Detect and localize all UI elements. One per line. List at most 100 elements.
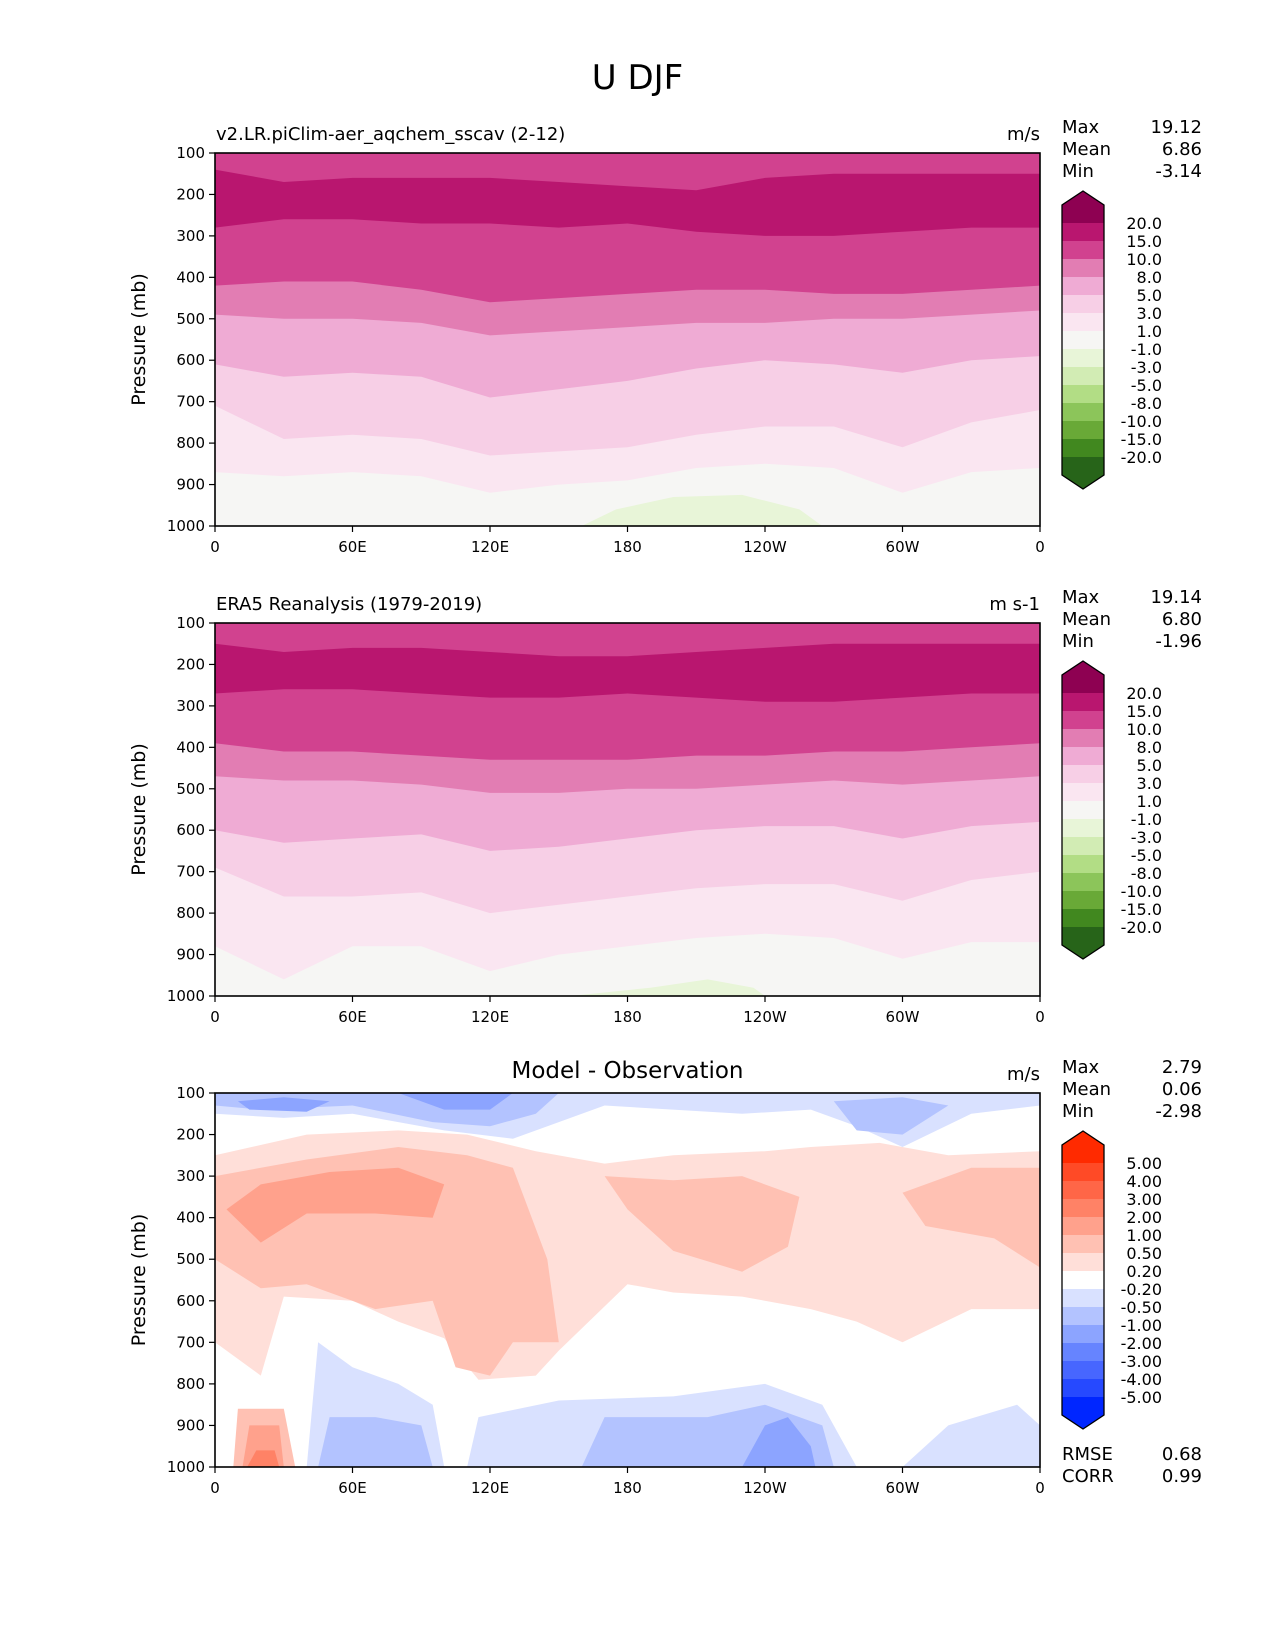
y-tick-label: 200	[176, 1126, 205, 1144]
colorbar-label: -3.0	[1131, 358, 1162, 377]
colorbar-outline	[1061, 190, 1105, 490]
panel3-title: Model - Observation	[511, 1058, 744, 1084]
y-tick-label: 500	[176, 780, 205, 798]
y-tick-label: 900	[176, 476, 205, 494]
panel1-title: v2.LR.piClim-aer_aqchem_sscav (2-12)	[216, 124, 566, 145]
colorbar-segment	[1062, 1379, 1104, 1398]
y-tick-label: 500	[176, 310, 205, 328]
colorbar-segment	[1062, 873, 1104, 892]
y-tick-label: 300	[176, 227, 205, 245]
colorbar-segment	[1062, 1163, 1104, 1182]
panel2-stats: Max 19.14 Mean 6.80 Min -1.96	[1062, 587, 1202, 652]
panel2-max: 19.14	[1150, 587, 1202, 608]
contour-region	[902, 1167, 1040, 1268]
colorbar-segment	[1062, 367, 1104, 386]
contour-region	[318, 1417, 433, 1467]
colorbar-label: 8.0	[1137, 738, 1162, 757]
panel1-colorbar: 20.015.010.08.05.03.01.0-1.0-3.0-5.0-8.0…	[1061, 190, 1162, 490]
colorbar-segment	[1062, 1271, 1104, 1290]
contour-region	[398, 1093, 513, 1110]
colorbar-label: -20.0	[1121, 448, 1162, 467]
contour-region	[604, 1176, 800, 1272]
y-tick-label: 100	[176, 1084, 205, 1102]
colorbar-label: -0.50	[1121, 1298, 1162, 1317]
y-tick-label: 300	[176, 1167, 205, 1185]
y-tick-label: 1000	[167, 987, 205, 1005]
colorbar-label: -2.00	[1121, 1334, 1162, 1353]
colorbar-extend-min	[1062, 457, 1104, 489]
colorbar-segment	[1062, 439, 1104, 458]
y-tick-label: 700	[176, 863, 205, 881]
panel2-mean: 6.80	[1161, 609, 1202, 630]
colorbar-segment	[1062, 1343, 1104, 1362]
colorbar-label: 3.0	[1137, 774, 1162, 793]
y-tick-label: 700	[176, 1333, 205, 1351]
colorbar-outline	[1061, 1130, 1105, 1430]
y-tick-label: 800	[176, 904, 205, 922]
colorbar-segment	[1062, 837, 1104, 856]
panel3-stats: Max 2.79 Mean 0.06 Min -2.98	[1062, 1057, 1202, 1122]
colorbar-segment	[1062, 1217, 1104, 1236]
panel3-max: 2.79	[1161, 1057, 1202, 1078]
colorbar-segment	[1062, 1325, 1104, 1344]
colorbar-label: -5.00	[1121, 1388, 1162, 1407]
colorbar-label: -0.20	[1121, 1280, 1162, 1299]
contour-region	[902, 1404, 1040, 1467]
colorbar-segment	[1062, 1307, 1104, 1326]
colorbar-extend-max	[1062, 661, 1104, 693]
y-tick-label: 100	[176, 144, 205, 162]
colorbar-label: 10.0	[1126, 720, 1162, 739]
colorbar-label: -20.0	[1121, 918, 1162, 937]
x-tick-label: 60E	[338, 538, 367, 556]
colorbar-label: 5.0	[1137, 286, 1162, 305]
colorbar-label: 10.0	[1126, 250, 1162, 269]
colorbar-label: -15.0	[1121, 430, 1162, 449]
panel2-min: -1.96	[1155, 631, 1202, 652]
x-tick-label: 60W	[886, 1479, 920, 1497]
colorbar-segment	[1062, 313, 1104, 332]
colorbar-segment	[1062, 259, 1104, 278]
colorbar-label: 3.0	[1137, 304, 1162, 323]
colorbar-segment	[1062, 241, 1104, 260]
y-tick-label: 200	[176, 655, 205, 673]
colorbar-segment	[1062, 277, 1104, 296]
colorbar-label: 20.0	[1126, 684, 1162, 703]
x-tick-label: 120E	[471, 538, 509, 556]
contour-band-negative	[570, 979, 765, 996]
colorbar-label: -10.0	[1121, 882, 1162, 901]
colorbar-segment	[1062, 385, 1104, 404]
colorbar-label: -3.00	[1121, 1352, 1162, 1371]
colorbar-label: 20.0	[1126, 214, 1162, 233]
colorbar-label: -10.0	[1121, 412, 1162, 431]
contour-band-upper-10	[215, 623, 1040, 657]
colorbar-label: 0.20	[1126, 1262, 1162, 1281]
panel2-title: ERA5 Reanalysis (1979-2019)	[216, 594, 483, 615]
colorbar-segment	[1062, 909, 1104, 928]
panel2-colorbar: 20.015.010.08.05.03.01.0-1.0-3.0-5.0-8.0…	[1061, 660, 1162, 960]
y-tick-label: 400	[176, 1209, 205, 1227]
colorbar-label: -5.0	[1131, 376, 1162, 395]
colorbar-label: 8.0	[1137, 268, 1162, 287]
x-tick-label: 120W	[743, 538, 787, 556]
colorbar-segment	[1062, 819, 1104, 838]
x-tick-label: 180	[613, 1479, 642, 1497]
x-tick-label: 120E	[471, 1479, 509, 1497]
x-tick-label: 180	[613, 538, 642, 556]
colorbar-label: 15.0	[1126, 702, 1162, 721]
colorbar-label: -8.0	[1131, 394, 1162, 413]
colorbar-extend-min	[1062, 927, 1104, 959]
panel3-mean: 0.06	[1161, 1079, 1202, 1100]
contour-band-upper-10	[215, 153, 1040, 191]
x-tick-label: 0	[210, 538, 220, 556]
colorbar-segment	[1062, 711, 1104, 730]
colorbar-segment	[1062, 693, 1104, 712]
colorbar-extend-max	[1062, 1131, 1104, 1163]
y-tick-label: 800	[176, 434, 205, 452]
colorbar-label: 5.0	[1137, 756, 1162, 775]
colorbar-label: -1.0	[1131, 340, 1162, 359]
y-tick-label: 1000	[167, 1458, 205, 1476]
x-tick-label: 0	[1035, 1008, 1045, 1026]
y-axis-label: Pressure (mb)	[128, 743, 150, 876]
panel3-contours	[215, 1093, 1040, 1467]
colorbar-extend-min	[1062, 1397, 1104, 1429]
